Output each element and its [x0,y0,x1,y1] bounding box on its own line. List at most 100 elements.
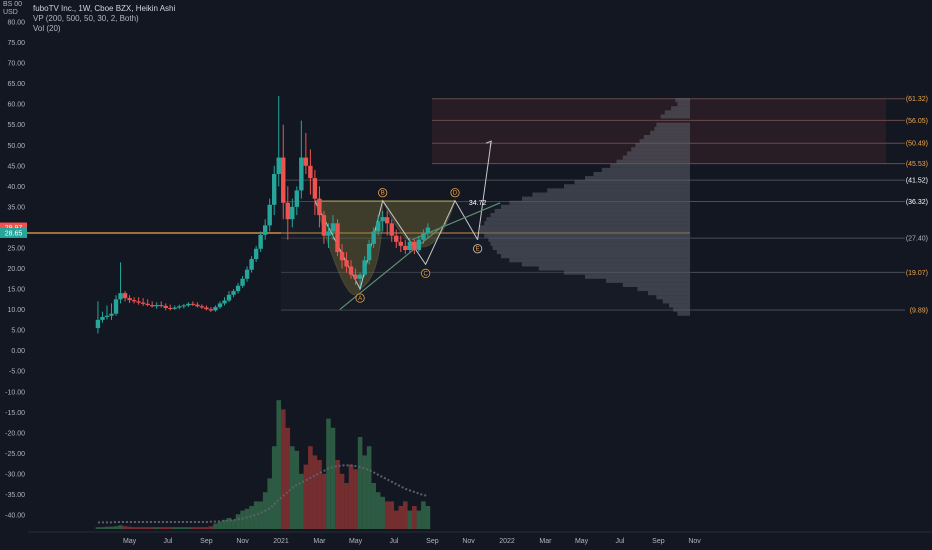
time-tick-label: Nov [688,538,701,545]
time-tick-label: 2021 [273,538,289,545]
volume-bar [167,527,173,529]
volume-profile-legend[interactable]: VP (200, 500, 50, 30, 2, Both) [33,14,139,23]
volume-bar [244,508,250,529]
time-tick-label: Mar [313,538,326,545]
candle-body [335,223,340,253]
volume-bar [181,527,187,529]
time-tick-label: Sep [426,538,439,545]
volume-profile-bar [574,180,690,185]
price-tick-label: -10.00 [5,389,25,396]
volume-bar [416,510,422,529]
candle-body [299,157,304,191]
pattern-point-label: C [423,271,428,277]
candle-body [348,266,354,275]
volume-bar [312,455,318,529]
volume-profile-bar [585,176,690,181]
candle-body [258,234,263,249]
volume-profile-bar [564,184,690,189]
price-axis-currency: BS 00 USD [3,1,22,17]
candle-body [385,217,390,224]
volume-bar [371,483,376,529]
candle-body [168,307,173,309]
volume-bar [344,483,349,529]
price-tags: 29.9728.65 [0,222,27,238]
volume-legend[interactable]: Vol (20) [33,24,61,33]
volume-bar [136,527,141,529]
volume-bar [421,501,426,529]
price-axis: 80.00 75.00 70.00 65.00 60.00 55.00 50.00 45.00… [5,20,25,520]
candle-body [145,303,150,306]
candle-body [362,260,367,275]
volume-bar [280,409,286,529]
candle-body [253,248,259,260]
volume-bar [276,400,282,529]
volume-bar [407,510,413,529]
pattern-point-marker [355,293,365,303]
volume-profile-bar [480,229,690,234]
candle-body [140,302,146,304]
volume-profile-bar [492,245,690,251]
volume-profile-bar [677,311,690,316]
pattern-point-label: A [358,296,362,302]
time-axis: May Jul Sep Nov 2021 Mar May Jul Sep Nov 2022 Mar Ma… [28,531,932,545]
volume-bar [425,506,431,529]
candle-body [344,260,349,267]
price-tick-label: 75.00 [7,40,25,47]
price-tag [0,227,27,238]
candle-body [217,303,223,308]
candle-body [267,204,272,226]
volume-bar [149,527,155,529]
price-tick-label: 70.00 [7,61,25,68]
volume-profile-bar [631,147,690,152]
price-tick-label: 0.00 [11,348,25,355]
price-tag-label: 28.65 [5,230,23,237]
fib-level-label: (45.53) [906,161,928,168]
fib-levels: (61.32) (56.05) (50.49) (45.53) (41.52) (36.3… [0,96,928,315]
volume-profile-bar [606,278,690,283]
volume-bar [308,446,313,529]
pattern-point-marker [473,244,483,254]
handle-pattern-fill [381,200,456,248]
volume-profile-bar [538,266,690,271]
volume-profile-bar [532,192,690,197]
volume-bar [177,527,182,529]
time-tick-label: May [123,538,137,545]
volume-bar [348,464,354,529]
volume-bar [190,527,196,529]
volume-bar [158,527,164,529]
volume-profile-bar [501,254,690,259]
volume-bar [235,514,241,529]
symbol-title[interactable]: fuboTV Inc., 1W, Cboe BZX, Heikin Ashi [33,4,176,13]
candle-body [321,215,327,236]
candle-body [163,305,168,308]
volume-bar [199,527,205,529]
volume-bar [104,526,110,529]
volume-profile-bar [547,188,690,193]
candle-body [272,174,277,205]
volume-bar [294,450,300,529]
volume-profile-bar [635,143,690,148]
price-tick-label: 20.00 [7,266,25,273]
candle-body [416,239,422,251]
candle-body [149,305,155,307]
time-tick-label: Sep [200,538,213,545]
pattern-point-marker [450,188,460,198]
volume-profile-bar [522,262,690,267]
volume-bar [226,517,232,529]
volume-bar [122,526,128,529]
time-tick-label: 2022 [499,538,515,545]
candle-body [95,319,101,329]
volume-profile-bar [639,139,690,144]
price-tick-label: 65.00 [7,81,25,88]
price-tick-label: 40.00 [7,184,25,191]
volume-profile-bar [509,258,690,263]
price-tick-label: 10.00 [7,307,25,314]
volume-bar [335,460,340,529]
volume-bar [393,510,399,529]
fib-level-label: (41.52) [906,178,928,185]
volume-profile-bar [673,307,690,312]
volume-bar [208,526,214,529]
candle-body [281,157,286,203]
volume-bar [403,501,408,529]
